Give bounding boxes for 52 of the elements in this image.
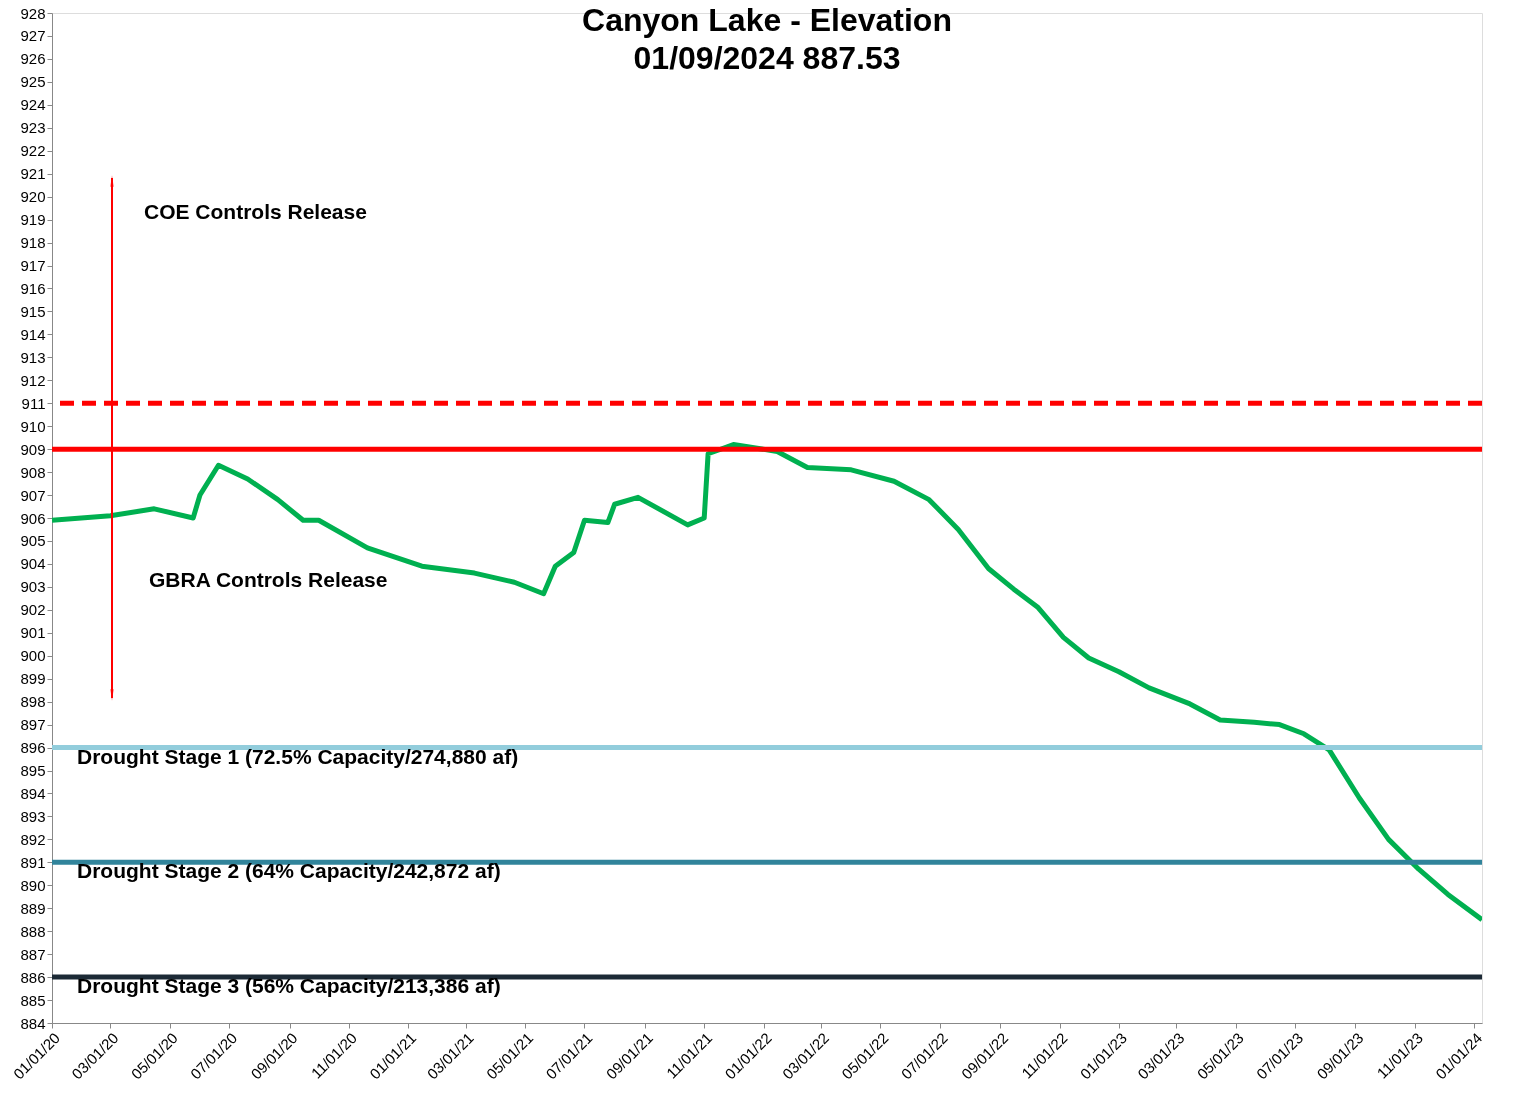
y-tick-label: 923 — [20, 119, 46, 137]
y-tick-label: 921 — [20, 165, 46, 183]
y-tick-label: 897 — [20, 716, 46, 734]
y-tick-label: 888 — [20, 922, 46, 940]
y-tick-label: 908 — [20, 463, 46, 481]
y-tick-label: 919 — [20, 211, 46, 229]
y-tick-label: 894 — [20, 784, 46, 802]
ref-line-label: Drought Stage 1 (72.5% Capacity/274,880 af) — [77, 744, 519, 768]
y-tick-label: 900 — [20, 647, 46, 665]
y-tick-label: 892 — [20, 830, 46, 848]
annotation: COE Controls Release — [144, 200, 367, 223]
y-tick-label: 895 — [20, 762, 46, 779]
y-tick-label: 907 — [20, 486, 46, 504]
y-tick-label: 918 — [20, 234, 46, 252]
y-tick-label: 884 — [20, 1014, 46, 1032]
y-tick-label: 905 — [20, 532, 46, 550]
ref-line-label: Drought Stage 2 (64% Capacity/242,872 af) — [77, 859, 501, 883]
y-tick-label: 906 — [20, 509, 46, 527]
y-tick-label: 893 — [20, 807, 46, 825]
y-tick-label: 909 — [20, 440, 46, 458]
y-tick-label: 925 — [20, 73, 46, 91]
y-tick-label: 920 — [20, 188, 46, 206]
y-tick-label: 889 — [20, 899, 46, 917]
y-tick-label: 926 — [20, 50, 46, 68]
y-tick-label: 910 — [20, 417, 46, 435]
y-tick-label: 890 — [20, 876, 46, 894]
y-tick-label: 917 — [20, 257, 46, 274]
y-tick-label: 913 — [20, 348, 46, 366]
text: 01/09/2024 887.53 — [633, 40, 901, 76]
y-tick-label: 902 — [20, 601, 46, 619]
y-tick-label: 901 — [20, 624, 46, 642]
y-tick-label: 899 — [20, 670, 46, 688]
y-tick-label: 924 — [20, 96, 46, 114]
y-tick-label: 887 — [20, 945, 46, 963]
y-tick-label: 927 — [20, 27, 46, 45]
annotation: GBRA Controls Release — [149, 568, 388, 591]
y-tick-label: 903 — [20, 578, 46, 596]
y-tick-label: 928 — [20, 4, 46, 22]
y-tick-label: 911 — [21, 394, 46, 412]
y-tick-label: 885 — [20, 991, 46, 1009]
y-tick-label: 915 — [20, 302, 46, 320]
y-tick-label: 916 — [20, 279, 46, 297]
chart-title: Canyon Lake - Elevation — [582, 2, 952, 38]
y-tick-label: 912 — [20, 371, 46, 389]
y-tick-label: 891 — [20, 853, 46, 871]
y-tick-label: 886 — [20, 968, 46, 986]
y-tick-label: 896 — [20, 739, 46, 757]
y-tick-label: 898 — [20, 693, 46, 711]
ref-line-label: Drought Stage 3 (56% Capacity/213,386 af) — [77, 974, 501, 998]
y-tick-label: 904 — [20, 555, 46, 573]
y-tick-label: 914 — [20, 325, 46, 343]
y-tick-label: 922 — [20, 142, 46, 160]
